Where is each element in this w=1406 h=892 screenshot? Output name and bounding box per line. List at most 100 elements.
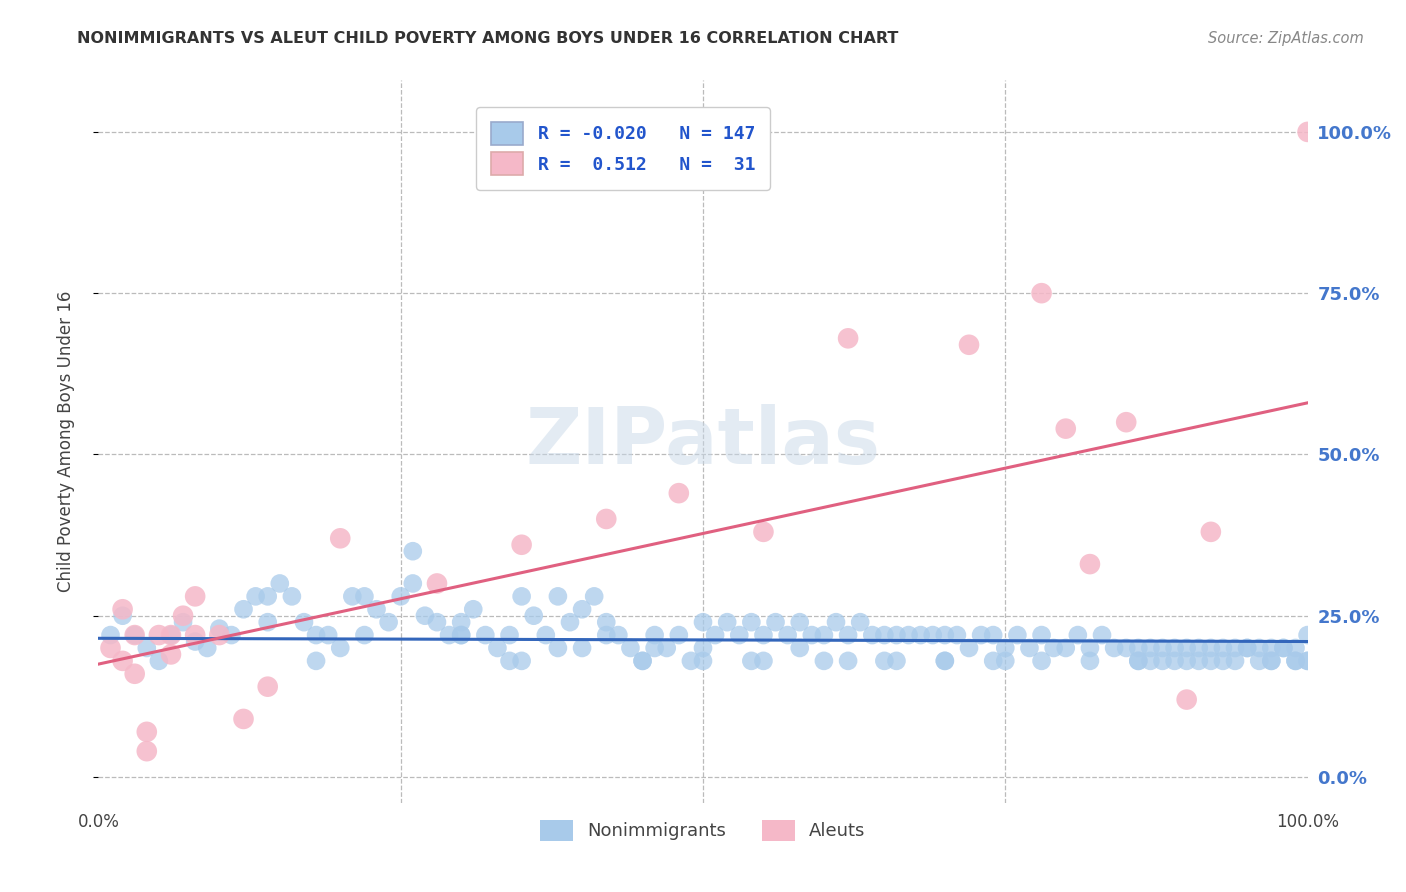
Point: [692, 654, 714, 668]
Point: [934, 628, 956, 642]
Point: [1260, 640, 1282, 655]
Point: [547, 640, 569, 655]
Point: [111, 654, 134, 668]
Point: [1078, 557, 1101, 571]
Point: [450, 628, 472, 642]
Point: [994, 654, 1017, 668]
Point: [1260, 654, 1282, 668]
Point: [740, 615, 762, 630]
Point: [860, 628, 883, 642]
Point: [366, 602, 388, 616]
Point: [1272, 640, 1295, 655]
Point: [921, 628, 943, 642]
Point: [329, 640, 352, 655]
Point: [571, 602, 593, 616]
Point: [172, 608, 194, 623]
Point: [510, 590, 533, 604]
Point: [837, 654, 859, 668]
Point: [463, 602, 485, 616]
Point: [402, 544, 425, 558]
Y-axis label: Child Poverty Among Boys Under 16: Child Poverty Among Boys Under 16: [56, 291, 75, 592]
Point: [377, 615, 399, 630]
Point: [813, 628, 835, 642]
Point: [111, 608, 134, 623]
Point: [679, 654, 702, 668]
Point: [232, 712, 254, 726]
Point: [523, 608, 546, 623]
Point: [607, 628, 630, 642]
Point: [765, 615, 787, 630]
Point: [413, 608, 436, 623]
Point: [558, 615, 581, 630]
Point: [135, 640, 157, 655]
Point: [740, 654, 762, 668]
Point: [644, 628, 666, 642]
Point: [1115, 415, 1137, 429]
Point: [668, 628, 690, 642]
Point: [1152, 654, 1174, 668]
Point: [486, 640, 509, 655]
Point: [837, 331, 859, 345]
Point: [1115, 640, 1137, 655]
Point: [1296, 628, 1319, 642]
Point: [510, 538, 533, 552]
Point: [910, 628, 932, 642]
Point: [100, 628, 122, 642]
Point: [849, 615, 872, 630]
Point: [208, 622, 231, 636]
Point: [1296, 654, 1319, 668]
Point: [450, 615, 472, 630]
Point: [897, 628, 920, 642]
Point: [981, 654, 1004, 668]
Point: [873, 654, 896, 668]
Point: [1188, 640, 1211, 655]
Point: [1260, 654, 1282, 668]
Point: [148, 654, 170, 668]
Point: [1054, 422, 1077, 436]
Point: [981, 628, 1004, 642]
Point: [692, 615, 714, 630]
Point: [1223, 654, 1246, 668]
Point: [1128, 640, 1150, 655]
Point: [184, 634, 207, 648]
Point: [1212, 654, 1234, 668]
Point: [256, 590, 278, 604]
Point: [1078, 640, 1101, 655]
Point: [256, 615, 278, 630]
Point: [595, 512, 617, 526]
Point: [886, 628, 908, 642]
Point: [1102, 640, 1125, 655]
Point: [668, 486, 690, 500]
Point: [752, 628, 775, 642]
Point: [353, 628, 375, 642]
Point: [148, 628, 170, 642]
Point: [389, 590, 412, 604]
Legend: Nonimmigrants, Aleuts: Nonimmigrants, Aleuts: [533, 813, 873, 848]
Point: [1031, 628, 1053, 642]
Point: [269, 576, 291, 591]
Point: [232, 602, 254, 616]
Point: [160, 648, 183, 662]
Point: [583, 590, 606, 604]
Point: [124, 628, 146, 642]
Point: [329, 531, 352, 545]
Point: [1031, 654, 1053, 668]
Point: [1199, 654, 1222, 668]
Point: [957, 338, 980, 352]
Point: [704, 628, 727, 642]
Point: [292, 615, 315, 630]
Point: [426, 615, 449, 630]
Point: [1199, 524, 1222, 539]
Point: [1128, 654, 1150, 668]
Point: [245, 590, 267, 604]
Point: [135, 744, 157, 758]
Point: [716, 615, 738, 630]
Point: [124, 666, 146, 681]
Point: [655, 640, 678, 655]
Point: [1284, 640, 1306, 655]
Point: [1296, 125, 1319, 139]
Point: [160, 628, 183, 642]
Point: [160, 628, 183, 642]
Point: [631, 654, 654, 668]
Point: [1236, 640, 1258, 655]
